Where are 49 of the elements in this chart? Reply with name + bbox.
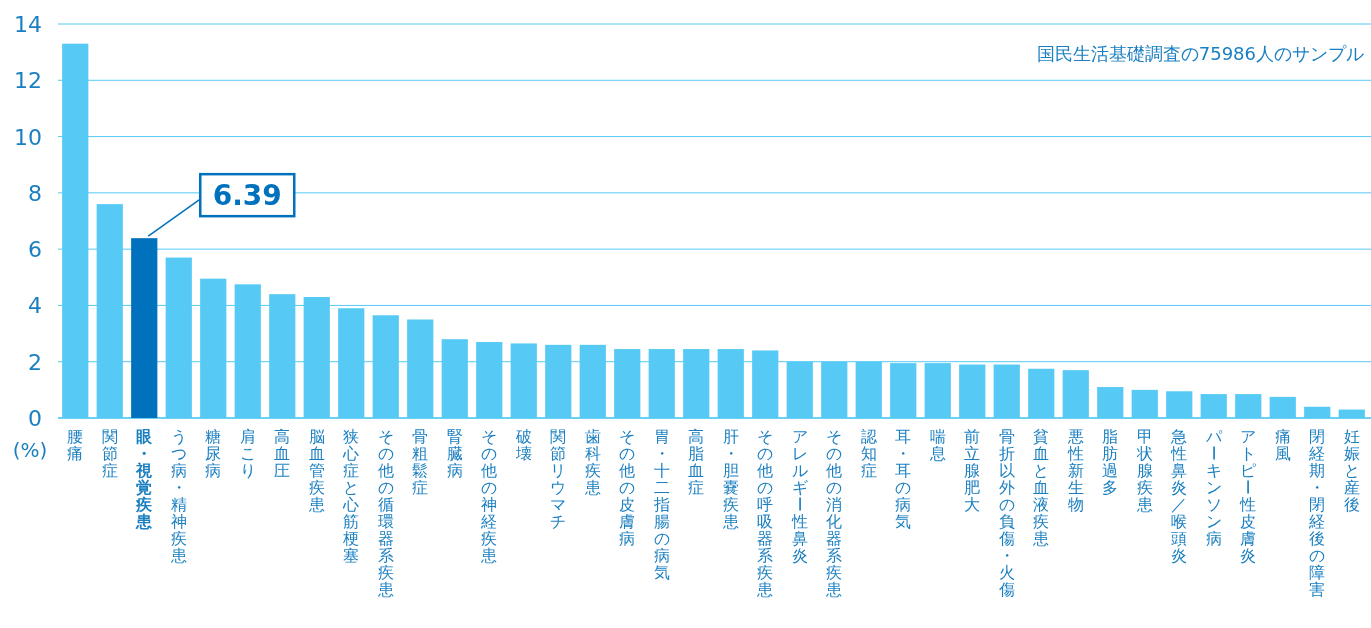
x-tick-label: その他の神経疾患 <box>480 427 498 565</box>
x-tick-label: 腎臓病 <box>446 427 463 480</box>
y-tick-label: 2 <box>28 349 42 375</box>
x-tick-label: 歯科疾患 <box>583 427 601 497</box>
x-tick-label: 前立腺肥大 <box>964 427 981 514</box>
category-label: その他の循環器系疾患 <box>377 427 394 599</box>
x-tick-label: 脳血管疾患 <box>307 427 325 514</box>
annotation: 6.39 <box>212 179 282 213</box>
x-tick-label: 眼・視覚疾患 <box>135 427 154 531</box>
x-tick-label: 糖尿病 <box>205 427 222 480</box>
x-tick-label: 骨粗鬆症 <box>412 427 429 497</box>
x-tick-label: 甲状腺疾患 <box>1135 427 1153 514</box>
x-tick-label: アトピー性皮膚炎 <box>1238 427 1258 565</box>
y-tick-label: 6 <box>28 237 42 263</box>
category-label: 骨折以外の負傷・火傷 <box>998 427 1015 599</box>
y-tick-label: 0 <box>28 406 42 431</box>
x-tick-label: 悪性新生物 <box>1066 427 1084 514</box>
x-tick-label: 妊娠と産後 <box>1343 427 1360 514</box>
x-tick-label: 急性鼻炎／喉頭炎 <box>1170 427 1188 565</box>
annotation: 国民生活基礎調査の75986人のサンプル <box>1036 43 1364 64</box>
x-tick-label: 痛風 <box>1274 427 1291 463</box>
category-label: 閉経期・閉経後の障害 <box>1309 427 1326 599</box>
x-tick-label: 肩こり <box>239 427 256 480</box>
x-tick-label: 脂肪過多 <box>1102 427 1119 497</box>
y-tick-label: 4 <box>28 293 42 319</box>
x-tick-label: パーキンソン病 <box>1203 427 1223 548</box>
y-tick-label: 8 <box>28 180 42 206</box>
y-tick-label: 12 <box>14 68 42 94</box>
x-tick-label: 高脂血症 <box>688 427 705 497</box>
x-tick-label: うつ病・精神疾患 <box>169 427 187 565</box>
x-tick-label: 腰痛 <box>67 427 84 463</box>
x-tick-label: 高血圧 <box>274 427 291 480</box>
category-label: 胃・十二指腸の病気 <box>653 427 670 582</box>
x-tick-label: 喘息 <box>928 427 946 463</box>
x-tick-label: 関節症 <box>101 427 118 480</box>
x-tick-label: 貧血と血液疾患 <box>1032 427 1050 548</box>
x-tick-label: アレルギー性鼻炎 <box>789 427 809 565</box>
x-tick-label: 破壊 <box>514 427 532 463</box>
x-tick-label: 認知症 <box>860 427 877 480</box>
x-tick-label: 狭心症と心筋梗塞 <box>342 427 360 565</box>
category-label: その他の消化器系疾患 <box>826 427 843 599</box>
x-tick-label: 肝・胆嚢疾患 <box>721 427 739 531</box>
category-label: その他の呼吸器系疾患 <box>757 427 774 599</box>
x-tick-label: 関節リウマチ <box>550 427 567 531</box>
y-axis-title: (%) <box>12 438 48 462</box>
x-tick-label: 耳・耳の病気 <box>895 427 912 531</box>
y-tick-label: 14 <box>14 12 42 37</box>
x-tick-label: その他の皮膚病 <box>619 427 636 548</box>
y-tick-label: 10 <box>14 124 42 150</box>
